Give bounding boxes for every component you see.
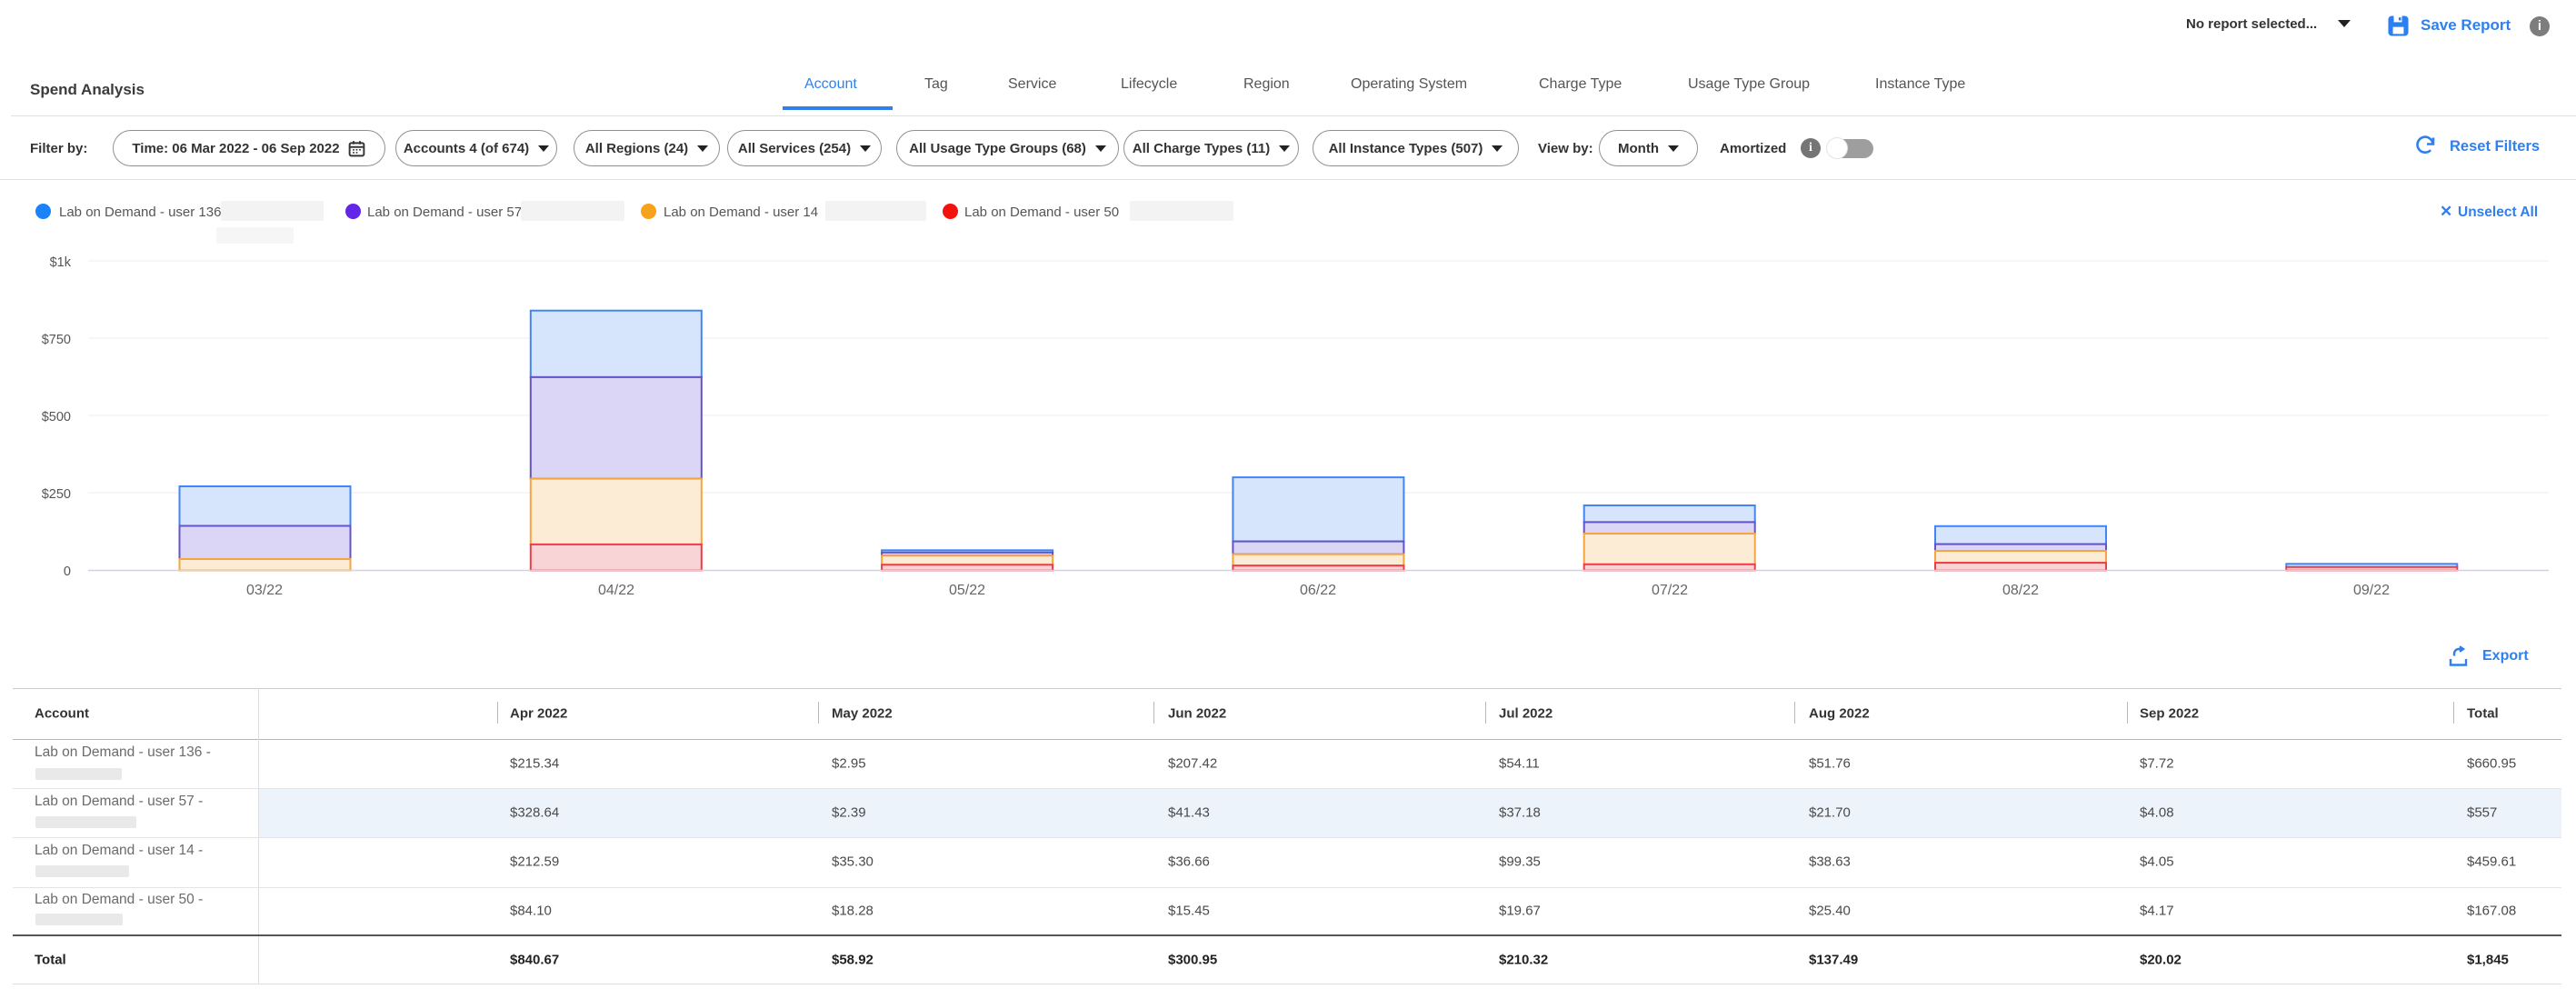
- svg-text:$750: $750: [42, 333, 71, 347]
- svg-text:07/22: 07/22: [1652, 583, 1688, 598]
- svg-text:$500: $500: [42, 410, 71, 425]
- svg-text:06/22: 06/22: [1300, 583, 1336, 598]
- svg-text:05/22: 05/22: [949, 583, 985, 598]
- svg-text:04/22: 04/22: [598, 583, 634, 598]
- svg-text:0: 0: [64, 564, 71, 579]
- svg-text:$250: $250: [42, 487, 71, 502]
- svg-text:08/22: 08/22: [2002, 583, 2039, 598]
- svg-text:09/22: 09/22: [2353, 583, 2390, 598]
- svg-text:$1k: $1k: [50, 255, 72, 270]
- svg-text:03/22: 03/22: [246, 583, 283, 598]
